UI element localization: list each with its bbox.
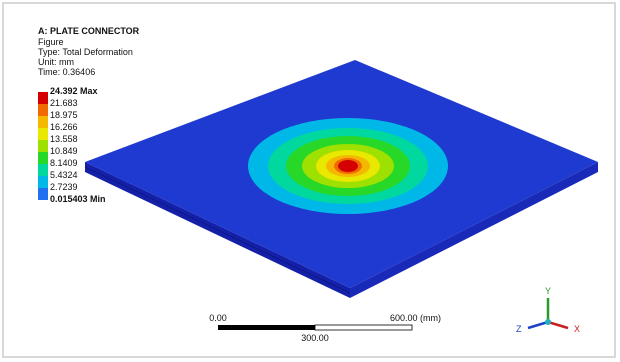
header-title: A: PLATE CONNECTOR — [38, 26, 140, 36]
legend-swatch — [38, 116, 48, 128]
scale-bar-black — [218, 325, 315, 330]
legend-swatch — [38, 128, 48, 140]
header-line: Unit: mm — [38, 57, 74, 67]
scale-start: 0.00 — [209, 313, 227, 323]
deformation-contour — [248, 118, 448, 214]
legend-label: 13.558 — [50, 134, 78, 144]
legend-label: 5.4324 — [50, 170, 78, 180]
legend-label: 2.7239 — [50, 182, 78, 192]
legend-label: 8.1409 — [50, 158, 78, 168]
legend-label: 10.849 — [50, 146, 78, 156]
header-line: Figure — [38, 37, 64, 47]
viewport: A: PLATE CONNECTOR FigureType: Total Def… — [0, 0, 620, 362]
legend-label: 18.975 — [50, 110, 78, 120]
legend-label: 21.683 — [50, 98, 78, 108]
header-line: Time: 0.36406 — [38, 67, 95, 77]
triad-origin — [545, 319, 551, 325]
legend-swatch — [38, 152, 48, 164]
legend-max: 24.392 Max — [50, 86, 98, 96]
scale-end: 600.00 (mm) — [390, 313, 441, 323]
triad-z-label: Z — [516, 324, 522, 334]
legend-swatch — [38, 104, 48, 116]
scale-bar-white — [315, 325, 412, 330]
triad-y-label: Y — [545, 286, 551, 296]
legend-swatch — [38, 92, 48, 104]
legend-swatch — [38, 188, 48, 200]
header-line: Type: Total Deformation — [38, 47, 133, 57]
legend-swatch — [38, 140, 48, 152]
legend-swatch — [38, 176, 48, 188]
triad-x-label: X — [574, 324, 580, 334]
legend-swatch — [38, 164, 48, 176]
scale-middle: 300.00 — [301, 333, 329, 343]
legend-min: 0.015403 Min — [50, 194, 106, 204]
contour-band — [338, 160, 358, 172]
legend-label: 16.266 — [50, 122, 78, 132]
